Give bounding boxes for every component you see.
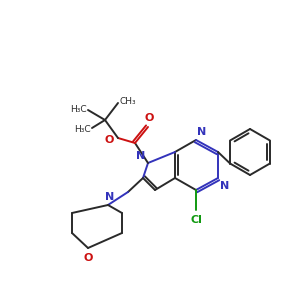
Text: N: N	[136, 151, 145, 161]
Text: H₃C: H₃C	[74, 124, 91, 134]
Text: N: N	[197, 127, 206, 137]
Text: O: O	[144, 113, 154, 123]
Text: N: N	[220, 181, 229, 191]
Text: Cl: Cl	[190, 215, 202, 225]
Text: N: N	[105, 192, 115, 202]
Text: H₃C: H₃C	[70, 104, 87, 113]
Text: O: O	[83, 253, 93, 263]
Text: O: O	[105, 135, 114, 145]
Text: CH₃: CH₃	[120, 98, 136, 106]
